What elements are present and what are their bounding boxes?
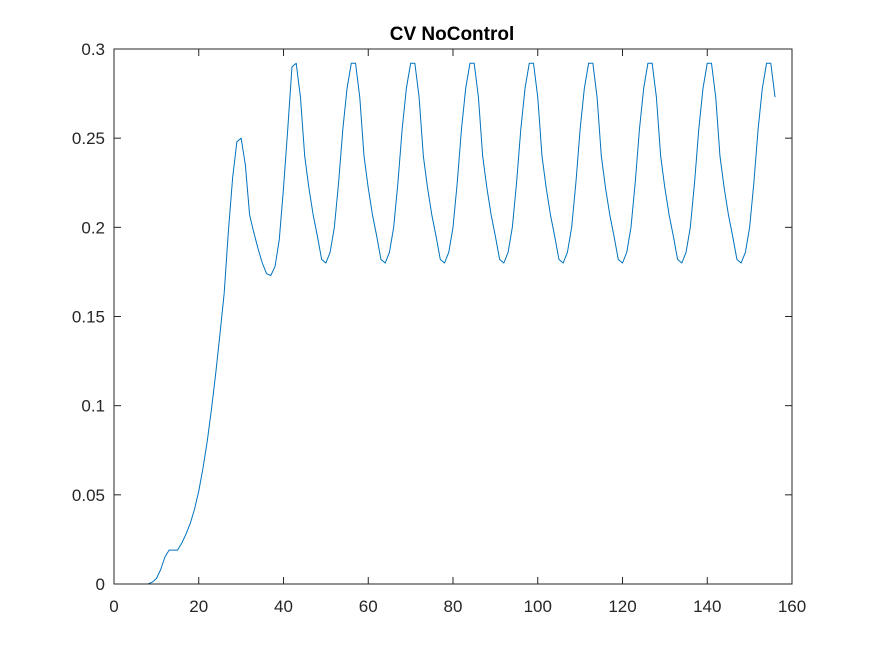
- plot-area: [114, 49, 792, 584]
- y-tick-label: 0.15: [72, 308, 105, 327]
- x-tick-label: 140: [693, 597, 721, 616]
- x-tick-label: 80: [444, 597, 463, 616]
- x-tick-label: 120: [608, 597, 636, 616]
- labels-layer: 0 20 40 60 80 100 120 140 160 0 0.05 0.1 0.15 0.2 0.25…: [72, 40, 806, 616]
- y-tick-label: 0: [96, 575, 105, 594]
- x-tick-label: 160: [778, 597, 806, 616]
- x-tick-label: 40: [274, 597, 293, 616]
- y-tick-label: 0.25: [72, 129, 105, 148]
- y-tick-label: 0.1: [81, 397, 105, 416]
- series-layer: [114, 62, 776, 585]
- x-tick-label: 60: [359, 597, 378, 616]
- series-line-cv: [114, 62, 776, 585]
- x-tick-label: 100: [524, 597, 552, 616]
- x-tick-label: 20: [189, 597, 208, 616]
- y-tick-label: 0.2: [81, 218, 105, 237]
- y-tick-label: 0.3: [81, 40, 105, 59]
- axes-layer: [113, 48, 793, 585]
- x-tick-label: 0: [109, 597, 118, 616]
- y-tick-label: 0.05: [72, 486, 105, 505]
- chart-title: CV NoControl: [390, 24, 515, 45]
